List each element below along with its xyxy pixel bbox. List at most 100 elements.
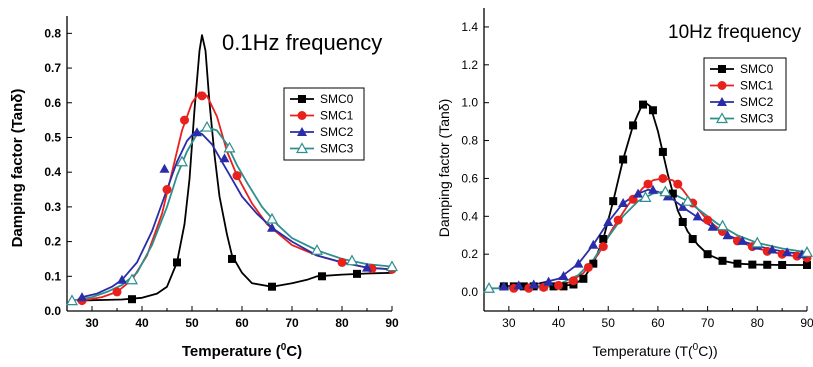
y-tick-label: 0.6 bbox=[461, 171, 478, 185]
legend-label: SMC2 bbox=[740, 95, 774, 109]
data-point bbox=[197, 91, 207, 101]
data-point bbox=[751, 236, 764, 248]
legend-label: SMC3 bbox=[320, 142, 354, 156]
data-point bbox=[513, 280, 524, 290]
data-point bbox=[707, 221, 718, 231]
data-point bbox=[192, 127, 202, 137]
data-point bbox=[353, 269, 361, 278]
data-point bbox=[673, 179, 683, 189]
data-point bbox=[777, 249, 787, 259]
data-point bbox=[579, 274, 588, 283]
data-point bbox=[77, 292, 87, 302]
legend-swatch-marker bbox=[718, 65, 726, 73]
data-point bbox=[618, 198, 629, 208]
data-point bbox=[268, 282, 276, 291]
data-point bbox=[599, 235, 608, 244]
y-tick-label: 0.3 bbox=[44, 200, 61, 214]
series-markers-smc2 bbox=[77, 127, 372, 302]
data-point bbox=[128, 295, 136, 304]
data-point bbox=[703, 250, 712, 259]
data-point bbox=[200, 120, 214, 132]
data-point bbox=[568, 276, 578, 286]
legend-label: SMC1 bbox=[320, 109, 354, 123]
data-point bbox=[558, 270, 569, 280]
x-tick-label: 70 bbox=[285, 316, 299, 330]
y-tick-label: 1.4 bbox=[461, 20, 478, 34]
x-tick-label: 40 bbox=[552, 316, 566, 330]
data-point bbox=[267, 222, 277, 232]
series-markers-smc0 bbox=[128, 254, 361, 304]
data-point bbox=[668, 189, 677, 198]
data-point bbox=[767, 244, 778, 254]
data-point bbox=[733, 259, 742, 268]
data-point bbox=[722, 230, 733, 240]
x-tick-label: 60 bbox=[235, 316, 249, 330]
legend-label: SMC0 bbox=[320, 92, 354, 106]
data-point bbox=[737, 235, 748, 245]
x-tick-label: 30 bbox=[502, 316, 516, 330]
data-point bbox=[159, 163, 170, 173]
data-point bbox=[639, 191, 652, 202]
y-tick-label: 0.6 bbox=[44, 96, 61, 110]
data-point bbox=[659, 185, 672, 197]
plot-area-a: 30 40 50 60 70 80 90 0.0 0.1 0.2 0.3 0.4 0.5 0.6 0.7 0.… bbox=[44, 16, 399, 330]
data-point bbox=[498, 281, 509, 291]
data-point bbox=[748, 260, 757, 269]
legend-swatch-marker bbox=[715, 112, 729, 124]
y-tick-label: 1.2 bbox=[461, 58, 478, 72]
data-point bbox=[658, 173, 668, 183]
data-point bbox=[528, 279, 539, 289]
x-tick-label: 60 bbox=[651, 316, 665, 330]
series-line-smc2 bbox=[498, 188, 808, 288]
data-point bbox=[554, 280, 564, 290]
data-point bbox=[716, 219, 729, 231]
data-point bbox=[175, 155, 189, 167]
data-point bbox=[310, 244, 324, 255]
y-tick-label: 0.7 bbox=[44, 61, 61, 75]
y-tick-label: 0.2 bbox=[461, 247, 478, 261]
data-point bbox=[589, 259, 598, 268]
y-tick-label: 0.5 bbox=[44, 130, 61, 144]
y-axis-label-01hz: Damping factor (Tanδ) bbox=[9, 89, 26, 248]
legend-label: SMC0 bbox=[740, 62, 774, 76]
data-point bbox=[681, 194, 694, 206]
chart-title-01hz: 0.1Hz frequency bbox=[222, 30, 382, 55]
legend-b: SMC0 SMC1 SMC2 SMC3 bbox=[703, 57, 787, 131]
data-point bbox=[778, 260, 787, 269]
data-point bbox=[677, 201, 688, 211]
chart-marks: 30 40 50 60 70 80 90 0.0 0.1 0.2 0.3 0.4 0.5 0.6 0.7 0.… bbox=[44, 8, 813, 330]
panel-10hz: 10Hz frequency Temperature (T(0C)) Dampi… bbox=[436, 22, 802, 359]
panel-01hz: 0.1Hz frequency Temperature (0C) Damping… bbox=[9, 30, 382, 360]
y-axis-label-10hz: Damping factor (Tanδ) bbox=[436, 99, 452, 238]
data-point bbox=[718, 256, 727, 265]
x-tick-label: 40 bbox=[135, 316, 149, 330]
series-line-smc2 bbox=[81, 131, 393, 298]
series-markers-smc2 bbox=[498, 184, 808, 291]
x-tick-label: 50 bbox=[185, 316, 199, 330]
data-point bbox=[598, 242, 608, 252]
data-point bbox=[613, 215, 623, 225]
x-axis-label-10hz: Temperature (T(0C)) bbox=[592, 342, 717, 359]
legend-swatch-marker bbox=[717, 97, 727, 106]
data-point bbox=[762, 246, 772, 256]
data-point bbox=[362, 262, 372, 272]
data-point bbox=[219, 153, 230, 163]
data-point bbox=[803, 260, 811, 269]
data-point bbox=[559, 282, 568, 291]
data-point bbox=[180, 115, 189, 125]
x-axis-label-01hz: Temperature (0C) bbox=[182, 342, 302, 360]
data-point bbox=[703, 215, 713, 225]
y-tick-label: 0.4 bbox=[461, 209, 478, 223]
x-tick-label: 70 bbox=[701, 316, 715, 330]
data-point bbox=[800, 246, 813, 257]
data-point bbox=[573, 258, 584, 268]
data-point bbox=[232, 171, 242, 181]
data-point bbox=[482, 282, 495, 293]
y-tick-label: 0.2 bbox=[44, 235, 61, 249]
data-point bbox=[763, 260, 772, 269]
data-point bbox=[603, 216, 614, 226]
y-tick-label: 0.0 bbox=[44, 304, 61, 318]
data-point bbox=[318, 272, 326, 281]
